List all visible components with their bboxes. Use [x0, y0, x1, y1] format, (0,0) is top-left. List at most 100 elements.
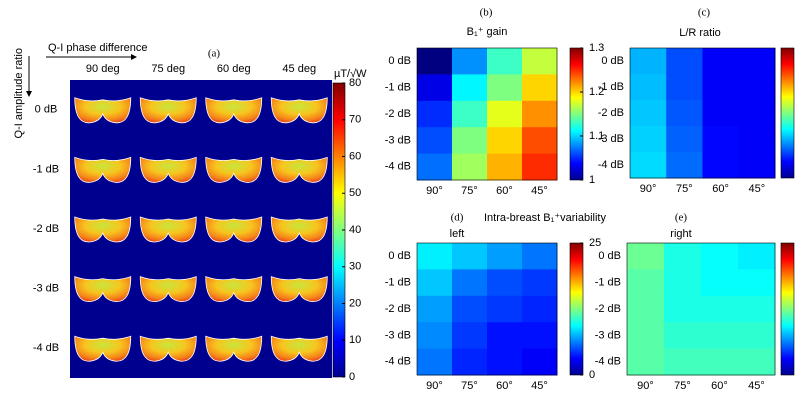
heatmap-cell [487, 127, 523, 154]
heatmap-cell [452, 48, 488, 75]
colorbar-tick-label: 0 [589, 369, 595, 381]
heatmap-cell [452, 154, 488, 181]
heatmap-cell [739, 126, 776, 153]
heatmap-cell [738, 269, 776, 296]
heatmap-cell [452, 322, 488, 349]
y-tick-label: -3 dB [385, 134, 411, 146]
y-tick-label: -4 dB [595, 356, 621, 368]
heatmap-cell [522, 296, 558, 323]
y-axis-label: Q-I amplitude ratio [13, 48, 25, 138]
heatmap-cell [487, 269, 523, 296]
heatmap-cell [703, 100, 740, 127]
x-tick-label: 75° [461, 185, 478, 197]
heatmap-cell [703, 126, 740, 153]
heatmap-cell [417, 101, 453, 128]
heatmap-cell [703, 48, 740, 75]
heatmap-cell [630, 100, 667, 127]
y-tick-label: -3 dB [595, 329, 621, 341]
heatmap-cell [703, 152, 740, 179]
heatmap-cell [417, 243, 453, 270]
heatmap-cell [627, 349, 665, 376]
heatmap-cell [417, 74, 453, 101]
column-label: 75 deg [151, 63, 185, 75]
y-tick-label: -4 dB [598, 159, 624, 171]
heatmap-cell [487, 74, 523, 101]
x-tick-label: 45° [748, 380, 765, 392]
colorbar-tick-label: 60 [349, 150, 361, 162]
heatmap-cell [452, 243, 488, 270]
heatmap-cell [738, 243, 776, 270]
heatmap-cell [627, 243, 665, 270]
heatmap-cell [703, 74, 740, 101]
x-tick-label: 45° [531, 380, 548, 392]
y-tick-label: -3 dB [385, 329, 411, 341]
heatmap-cell [417, 127, 453, 154]
heatmap-cell [627, 322, 665, 349]
y-tick-label: -2 dB [385, 108, 411, 120]
heatmap-cell [522, 243, 558, 270]
colorbar-tick-label: 25 [589, 237, 601, 249]
heatmap-cell [452, 296, 488, 323]
panel-label: (d) [451, 212, 464, 224]
colorbar [781, 243, 794, 375]
x-axis-label: Q-I phase difference [48, 42, 147, 54]
heatmap-cell [739, 152, 776, 179]
heatmap-cell [487, 349, 523, 376]
heatmap-cell [452, 74, 488, 101]
y-tick-label: -2 dB [598, 107, 624, 119]
heatmap-cell [452, 349, 488, 376]
heatmap-cell [627, 296, 665, 323]
heatmap-cell [701, 349, 739, 376]
heatmap-cell [487, 154, 523, 181]
y-tick-label: -1 dB [385, 82, 411, 94]
y-tick-label: -1 dB [385, 277, 411, 289]
y-tick-label: 0 dB [388, 55, 411, 67]
heatmap-cell [487, 243, 523, 270]
heatmap-cell [701, 269, 739, 296]
panel-subtitle: left [450, 228, 465, 240]
heatmap-cell [666, 48, 703, 75]
heatmap-cell [739, 48, 776, 75]
colorbar-tick-label: 10 [349, 334, 361, 346]
heatmap-cell [630, 48, 667, 75]
heatmap-cell [630, 74, 667, 101]
heatmap-cell [417, 48, 453, 75]
heatmap-cell [630, 126, 667, 153]
heatmap-cell [738, 296, 776, 323]
x-tick-label: 60° [711, 380, 728, 392]
colorbar-tick-label: 80 [349, 77, 361, 89]
x-tick-label: 90° [426, 185, 443, 197]
y-tick-label: -4 dB [385, 161, 411, 173]
heatmap-cell [664, 269, 702, 296]
row-label: -2 dB [33, 223, 59, 235]
heatmap-cell [487, 296, 523, 323]
heatmap-cell [522, 74, 558, 101]
heatmap-cell [452, 101, 488, 128]
y-tick-label: 0 dB [388, 250, 411, 262]
heatmap-cell [522, 101, 558, 128]
panel-title: Intra-breast B₁⁺variability [484, 212, 607, 224]
y-tick-label: -4 dB [385, 356, 411, 368]
colorbar-tick-label: 20 [349, 297, 361, 309]
column-label: 90 deg [86, 63, 120, 75]
page: (a)Q-I phase differenceQ-I amplitude rat… [0, 0, 804, 395]
heatmap-cell [739, 100, 776, 127]
heatmap-cell [701, 322, 739, 349]
colorbar-tick-label: 50 [349, 187, 361, 199]
x-tick-label: 45° [749, 183, 766, 195]
panel-title: B₁⁺ gain [467, 26, 508, 38]
heatmap-cell [522, 127, 558, 154]
colorbar [570, 243, 583, 375]
heatmap-cell [627, 269, 665, 296]
column-label: 60 deg [217, 63, 251, 75]
heatmap-cell [417, 269, 453, 296]
x-tick-label: 90° [426, 380, 443, 392]
heatmap-cell [664, 349, 702, 376]
heatmap-cell [487, 48, 523, 75]
heatmap-cell [739, 74, 776, 101]
panel-subtitle: right [670, 228, 691, 240]
heatmap-cell [522, 269, 558, 296]
x-tick-label: 45° [531, 185, 548, 197]
heatmap-cell [666, 100, 703, 127]
heatmap-cell [487, 101, 523, 128]
